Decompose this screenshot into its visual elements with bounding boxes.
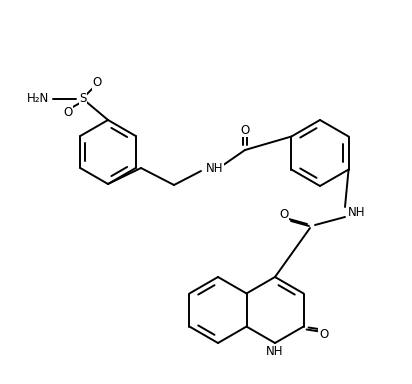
Text: O: O xyxy=(92,76,102,89)
Text: NH: NH xyxy=(348,205,365,218)
Text: O: O xyxy=(240,124,250,136)
Text: NH: NH xyxy=(206,162,223,174)
Text: O: O xyxy=(63,106,73,119)
Text: O: O xyxy=(279,209,289,222)
Text: NH: NH xyxy=(266,345,284,358)
Text: O: O xyxy=(319,328,328,341)
Text: H₂N: H₂N xyxy=(27,93,49,106)
Text: S: S xyxy=(80,93,87,106)
